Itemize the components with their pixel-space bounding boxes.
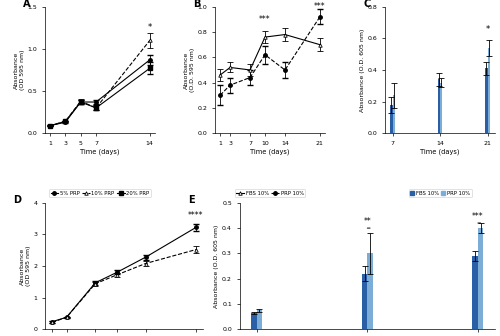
Y-axis label: Absorbance (O.D. 605 nm): Absorbance (O.D. 605 nm) [214, 224, 220, 308]
Bar [362, 274, 368, 329]
Bar [392, 95, 395, 133]
Bar [438, 79, 440, 133]
Text: ***: *** [259, 15, 271, 24]
Bar [390, 105, 392, 133]
Text: *: * [148, 23, 152, 32]
Legend: 5% PRP, 10% PRP, 20% PRP: 5% PRP, 10% PRP, 20% PRP [49, 189, 151, 197]
Bar [251, 313, 256, 329]
Legend: FBS 10%, PRP 10%: FBS 10%, PRP 10% [234, 189, 306, 197]
Y-axis label: Absorbance
(OD 595 nm): Absorbance (OD 595 nm) [14, 50, 25, 90]
Bar [488, 48, 490, 133]
Text: C: C [364, 0, 370, 9]
Bar [486, 69, 488, 133]
Bar [368, 253, 373, 329]
Y-axis label: Absorbance
(OD 595 nm): Absorbance (OD 595 nm) [20, 246, 30, 286]
Text: E: E [188, 195, 195, 205]
Text: A: A [23, 0, 30, 9]
Bar [472, 256, 478, 329]
X-axis label: Time (days): Time (days) [250, 149, 290, 155]
Text: **: ** [364, 217, 371, 226]
Y-axis label: Absorbance (O.D. 605 nm): Absorbance (O.D. 605 nm) [360, 28, 365, 112]
Bar [440, 83, 442, 133]
Bar [256, 310, 262, 329]
Bar [478, 228, 484, 329]
Text: B: B [193, 0, 200, 9]
X-axis label: Time (days): Time (days) [420, 149, 460, 155]
Text: ***: *** [472, 212, 484, 221]
Text: D: D [14, 195, 22, 205]
Text: *: * [486, 25, 490, 34]
Legend: FBS 10%, PRP 10%: FBS 10%, PRP 10% [408, 189, 472, 197]
Text: ***: *** [314, 2, 326, 11]
Text: ****: **** [188, 211, 204, 220]
Y-axis label: Absorbance
(O.D. 595 nm): Absorbance (O.D. 595 nm) [184, 48, 195, 92]
X-axis label: Time (days): Time (days) [80, 149, 120, 155]
